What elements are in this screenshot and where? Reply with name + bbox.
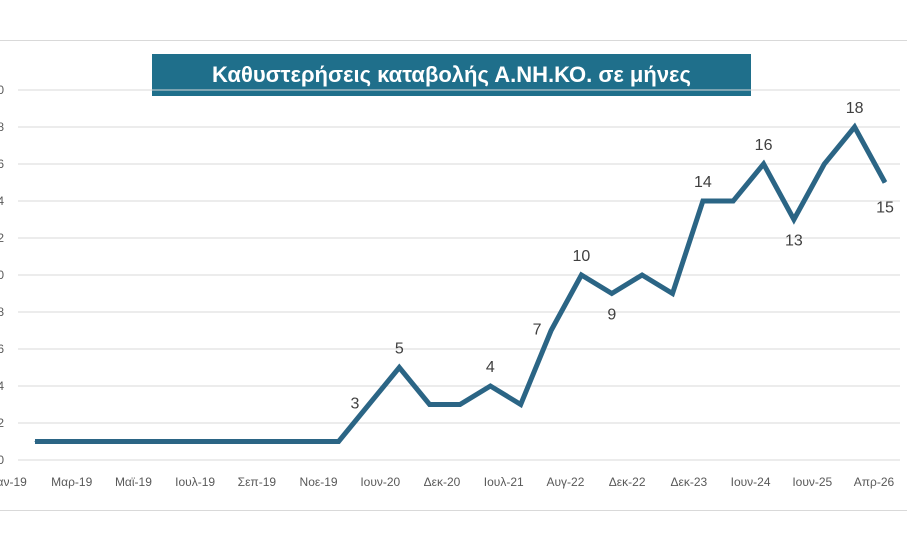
- data-point: [398, 367, 400, 368]
- data-point: [186, 441, 188, 442]
- data-point: [854, 126, 856, 128]
- y-tick-label: 14: [0, 194, 4, 208]
- x-tick-label: Νοε-19: [300, 475, 338, 489]
- x-tick-label: Ιουν-24: [731, 475, 771, 489]
- data-point: [307, 441, 309, 442]
- data-label: 10: [573, 248, 591, 265]
- y-tick-label: 8: [0, 305, 4, 319]
- x-tick-label: Δεκ-23: [670, 475, 707, 489]
- data-point: [489, 385, 491, 387]
- y-tick-label: 2: [0, 416, 4, 430]
- y-tick-label: 16: [0, 157, 4, 171]
- x-axis-ticks: Ιαν-19 Μαρ-19 Μαϊ-19 Ιουλ-19 Σεπ-19 Νοε-19 Ιου…: [0, 475, 895, 489]
- data-point: [672, 293, 673, 294]
- series-line-layer: [34, 122, 888, 444]
- data-point: [95, 441, 97, 442]
- data-label: 13: [785, 233, 803, 250]
- gridlines: [18, 89, 900, 461]
- data-point: [459, 404, 461, 405]
- x-tick-label: Σεπ-19: [238, 475, 277, 489]
- x-tick-label: Μαρ-19: [51, 475, 92, 489]
- data-point: [338, 441, 340, 442]
- data-point: [429, 404, 431, 405]
- series-line: [35, 122, 888, 444]
- x-tick-label: Ιαν-19: [0, 475, 27, 489]
- data-point: [702, 200, 704, 202]
- data-point: [732, 200, 734, 202]
- y-tick-label: 6: [0, 342, 4, 356]
- x-tick-label: Αυγ-22: [546, 475, 584, 489]
- data-point: [763, 163, 765, 165]
- y-tick-label: 18: [0, 120, 4, 134]
- y-tick-label: 12: [0, 231, 4, 245]
- data-point: [216, 441, 218, 442]
- x-tick-label: Ιουλ-19: [175, 475, 215, 489]
- data-point: [611, 293, 613, 294]
- y-axis-ticks: 0 2 4 6 8 10 12 14 16 18 20: [0, 83, 4, 467]
- data-label: 15: [876, 200, 894, 217]
- data-point: [580, 274, 582, 276]
- data-label: 4: [486, 359, 495, 376]
- y-tick-label: 0: [0, 453, 4, 467]
- data-label: 7: [533, 322, 542, 339]
- data-point: [368, 404, 370, 405]
- x-tick-label: Απρ-26: [854, 475, 895, 489]
- data-point: [520, 404, 522, 405]
- data-point: [641, 274, 643, 276]
- bottom-divider: [0, 510, 907, 511]
- data-point: [247, 441, 248, 442]
- x-tick-label: Ιουν-20: [360, 475, 400, 489]
- data-point: [125, 441, 127, 442]
- x-tick-label: Ιουν-25: [792, 475, 832, 489]
- data-point: [793, 219, 795, 220]
- data-label: 5: [395, 341, 404, 358]
- x-tick-label: Μαϊ-19: [115, 475, 152, 489]
- data-point: [34, 441, 36, 442]
- y-tick-label: 20: [0, 83, 4, 97]
- x-tick-label: Δεκ-22: [609, 475, 646, 489]
- data-point: [550, 330, 552, 331]
- data-label: 14: [694, 174, 712, 191]
- y-tick-label: 4: [0, 379, 4, 393]
- data-label: 16: [755, 137, 773, 154]
- data-point: [64, 441, 66, 442]
- data-point: [823, 163, 825, 165]
- data-label: 3: [350, 396, 359, 413]
- data-label: 18: [846, 100, 864, 117]
- top-divider: [0, 40, 907, 41]
- x-tick-label: Δεκ-20: [424, 475, 461, 489]
- data-labels: 3 5 4 7 10 9 14 16 13 18 15: [350, 100, 894, 413]
- chart-title: Καθυστερήσεις καταβολής Α.ΝΗ.ΚΟ. σε μήνε…: [152, 54, 751, 96]
- data-point: [884, 182, 886, 183]
- data-point: [155, 441, 157, 442]
- data-point: [277, 441, 279, 442]
- data-label: 9: [607, 307, 616, 324]
- y-tick-label: 10: [0, 268, 4, 282]
- x-tick-label: Ιουλ-21: [484, 475, 524, 489]
